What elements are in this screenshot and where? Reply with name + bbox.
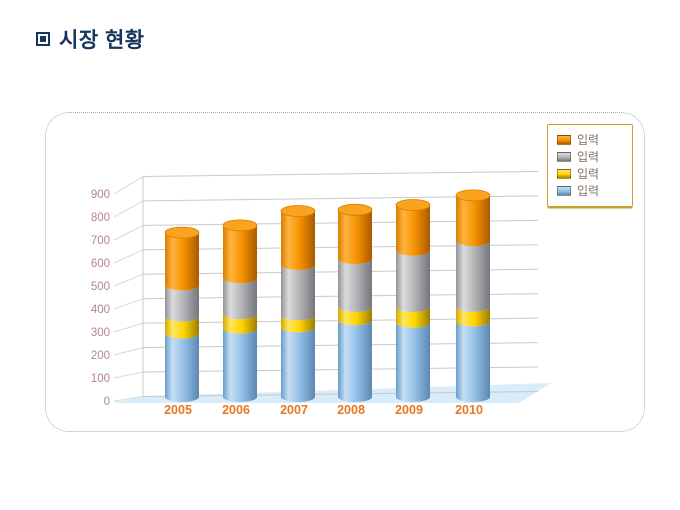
bar-segment bbox=[165, 333, 199, 402]
chart-legend: 입력 입력 입력 입력 bbox=[547, 124, 633, 207]
axis-leader-line bbox=[113, 396, 144, 402]
y-tick-label: 800 bbox=[91, 212, 110, 224]
cylinder-cap bbox=[337, 203, 373, 216]
bar-segment bbox=[281, 265, 315, 321]
cylinder-bar-2010 bbox=[455, 189, 491, 402]
bar-segment bbox=[281, 327, 315, 402]
bar-segment bbox=[396, 250, 430, 312]
bar-segment bbox=[223, 314, 257, 334]
bar-segment bbox=[165, 232, 199, 291]
cylinder-bar-2007 bbox=[280, 205, 316, 402]
bar-segment bbox=[338, 320, 372, 402]
bar-segment bbox=[396, 322, 430, 402]
y-tick-label: 700 bbox=[91, 235, 110, 247]
x-category-label: 2005 bbox=[164, 403, 192, 417]
legend-label: 입력 bbox=[577, 166, 600, 181]
x-category-label: 2009 bbox=[395, 403, 423, 417]
bar-segment bbox=[338, 259, 372, 312]
bar-segment bbox=[338, 307, 372, 326]
axis-leader-line bbox=[113, 298, 144, 310]
legend-swatch bbox=[557, 151, 571, 162]
legend-item: 입력 bbox=[557, 131, 624, 148]
axis-leader-line bbox=[113, 249, 144, 264]
legend-item: 입력 bbox=[557, 182, 624, 199]
axis-leader-line bbox=[113, 224, 144, 241]
legend-swatch bbox=[557, 168, 571, 179]
bar-segment bbox=[223, 328, 257, 402]
cylinder-bar-2009 bbox=[395, 199, 431, 402]
chart-panel: 0 100 200 300 400 500 600 700 800 900 2005 2006 2007… bbox=[45, 112, 645, 432]
y-tick-label: 600 bbox=[91, 258, 110, 270]
bar-segment bbox=[396, 307, 430, 328]
legend-label: 입력 bbox=[577, 132, 600, 147]
axis-leader-line bbox=[113, 273, 144, 287]
chart-floor bbox=[113, 383, 551, 403]
legend-label: 입력 bbox=[577, 183, 600, 198]
bar-segment bbox=[281, 315, 315, 333]
axis-leader-line bbox=[113, 322, 144, 333]
x-category-label: 2010 bbox=[455, 403, 483, 417]
axis-leader-line bbox=[113, 347, 144, 356]
chart-canvas: 0 100 200 300 400 500 600 700 800 900 2005 2006 2007… bbox=[91, 170, 551, 417]
cylinder-bar-2006 bbox=[222, 219, 258, 402]
x-category-label: 2008 bbox=[337, 403, 365, 417]
y-axis-labels: 0 100 200 300 400 500 600 700 800 900 bbox=[91, 189, 110, 408]
y-tick-label: 400 bbox=[91, 304, 110, 316]
axis-leader-line bbox=[113, 176, 144, 195]
title-bullet-inner bbox=[40, 36, 46, 42]
axis-leader-line bbox=[113, 200, 144, 218]
bar-segment bbox=[165, 316, 199, 339]
y-tick-label: 500 bbox=[91, 281, 110, 293]
bar-segment bbox=[165, 285, 199, 322]
y-tick-label: 900 bbox=[91, 189, 110, 201]
cylinder-cap bbox=[164, 226, 200, 239]
cylinder-cap bbox=[455, 189, 491, 202]
cylinder-cap bbox=[395, 199, 431, 211]
legend-item: 입력 bbox=[557, 165, 624, 182]
page-title-row: 시장 현황 bbox=[36, 24, 145, 54]
y-tick-label: 100 bbox=[91, 373, 110, 385]
legend-swatch bbox=[557, 185, 571, 196]
bar-segment bbox=[396, 205, 430, 256]
y-tick-label: 300 bbox=[91, 327, 110, 339]
x-category-label: 2007 bbox=[280, 403, 308, 417]
legend-swatch bbox=[557, 134, 571, 145]
legend-item: 입력 bbox=[557, 148, 624, 165]
x-category-label: 2006 bbox=[222, 403, 250, 417]
gridline bbox=[142, 170, 539, 177]
cylinder-bar-2008 bbox=[337, 203, 373, 402]
legend-label: 입력 bbox=[577, 149, 600, 164]
bar-segment bbox=[456, 195, 490, 246]
bar-segment bbox=[456, 307, 490, 327]
bar-segment bbox=[223, 225, 257, 284]
y-tick-label: 0 bbox=[104, 396, 110, 408]
axis-leader-line bbox=[113, 371, 144, 379]
bar-segment bbox=[456, 321, 490, 402]
cylinder-cap bbox=[222, 219, 258, 232]
bar-segment bbox=[281, 211, 315, 270]
cylinder-bar-2005 bbox=[164, 226, 200, 402]
cylinder-cap bbox=[280, 205, 316, 217]
bar-segment bbox=[456, 241, 490, 312]
bar-segment bbox=[338, 209, 372, 264]
bar-segment bbox=[223, 278, 257, 320]
page-title: 시장 현황 bbox=[59, 29, 145, 52]
title-bullet-icon bbox=[36, 32, 50, 46]
y-tick-label: 200 bbox=[91, 350, 110, 362]
